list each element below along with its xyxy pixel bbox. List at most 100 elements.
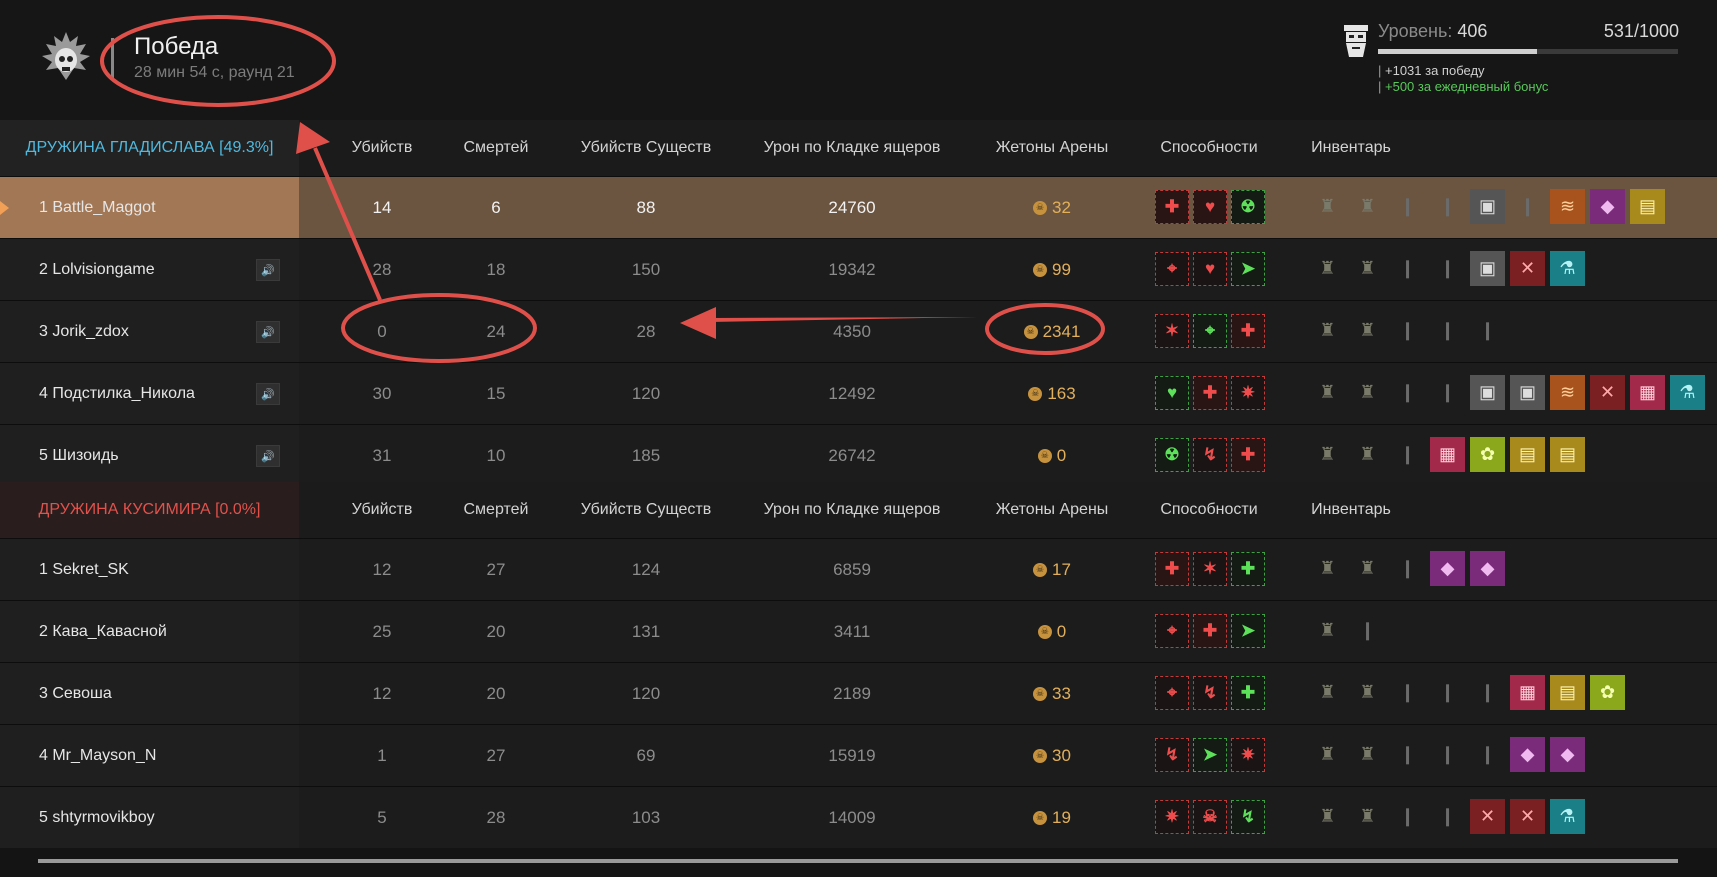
player-row[interactable]: 3 Севоша 12 20 120 2189 ☠ 33 ⌖ ↯ ✚ ♜ ♜ ❙ ❙ ❙ ▦ ▤ ✿ [0, 662, 1717, 724]
inventory-item-icon[interactable]: ♜ [1319, 444, 1336, 464]
mute-speaker-icon[interactable]: 🔊 [256, 321, 280, 343]
ability-icon[interactable]: ↯ [1231, 800, 1265, 834]
inventory-item-icon[interactable]: ❙ [1479, 744, 1496, 764]
inventory-item-icon[interactable]: ❙ [1399, 320, 1416, 340]
inventory-item-icon[interactable]: ❙ [1479, 320, 1496, 340]
column-header[interactable]: Смертей [463, 139, 529, 156]
inventory-item-icon[interactable]: ▤ [1510, 437, 1545, 472]
inventory-item-icon[interactable]: ♜ [1359, 744, 1376, 764]
ability-icon[interactable]: ⌖ [1155, 614, 1189, 648]
ability-icon[interactable]: ✚ [1193, 614, 1227, 648]
ability-icon[interactable]: ♥ [1193, 252, 1227, 286]
inventory-item-icon[interactable]: ♜ [1319, 620, 1336, 640]
inventory-item-icon[interactable]: ❙ [1439, 744, 1456, 764]
column-header[interactable]: Инвентарь [1311, 139, 1391, 156]
ability-icon[interactable]: ✷ [1155, 800, 1189, 834]
inventory-item-icon[interactable]: ♜ [1319, 558, 1336, 578]
inventory-item-icon[interactable]: ▦ [1630, 375, 1665, 410]
player-row[interactable]: 1 Battle_Maggot 14 6 88 24760 ☠ 32 ✚ ♥ ☢ ♜ ♜ ❙ ❙ ▣ ❙ ≋ ◆ ▤ [0, 176, 1717, 238]
inventory-item-icon[interactable]: ♜ [1319, 682, 1336, 702]
inventory-item-icon[interactable]: ≋ [1550, 189, 1585, 224]
player-row[interactable]: 1 Sekret_SK 12 27 124 6859 ☠ 17 ✚ ✶ ✚ ♜ ♜ ❙ ◆ ◆ [0, 538, 1717, 600]
player-row[interactable]: 2 Lolvisiongame 🔊 28 18 150 19342 ☠ 99 ⌖ ♥ ➤ ♜ ♜ ❙ ❙ ▣ ✕… [0, 238, 1717, 300]
inventory-item-icon[interactable]: ▣ [1470, 251, 1505, 286]
column-header[interactable]: Убийств Существ [580, 139, 712, 156]
column-header[interactable]: Жетоны Арены [995, 139, 1109, 156]
inventory-item-icon[interactable]: ✕ [1510, 799, 1545, 834]
column-header[interactable]: Смертей [463, 501, 529, 518]
ability-icon[interactable]: ↯ [1193, 438, 1227, 472]
mute-speaker-icon[interactable]: 🔊 [256, 445, 280, 467]
ability-icon[interactable]: ⌖ [1193, 314, 1227, 348]
inventory-item-icon[interactable]: ❙ [1399, 444, 1416, 464]
inventory-item-icon[interactable]: ⚗ [1550, 799, 1585, 834]
inventory-item-icon[interactable]: ❙ [1399, 558, 1416, 578]
inventory-item-icon[interactable]: ≋ [1550, 375, 1585, 410]
inventory-item-icon[interactable]: ✕ [1510, 251, 1545, 286]
inventory-item-icon[interactable]: ❙ [1399, 744, 1416, 764]
inventory-item-icon[interactable]: ♜ [1359, 196, 1376, 216]
inventory-item-icon[interactable]: ♜ [1359, 258, 1376, 278]
inventory-item-icon[interactable]: ❙ [1399, 682, 1416, 702]
column-header[interactable]: Урон по Кладке ящеров [763, 139, 941, 156]
inventory-item-icon[interactable]: ♜ [1359, 682, 1376, 702]
inventory-item-icon[interactable]: ❙ [1439, 258, 1456, 278]
inventory-item-icon[interactable]: ▣ [1470, 375, 1505, 410]
inventory-item-icon[interactable]: ♜ [1319, 806, 1336, 826]
ability-icon[interactable]: ↯ [1193, 676, 1227, 710]
ability-icon[interactable]: ☢ [1231, 190, 1265, 224]
ability-icon[interactable]: ✷ [1231, 738, 1265, 772]
inventory-item-icon[interactable]: ▤ [1630, 189, 1665, 224]
inventory-item-icon[interactable]: ♜ [1359, 320, 1376, 340]
column-header[interactable]: Урон по Кладке ящеров [763, 501, 941, 518]
inventory-item-icon[interactable]: ♜ [1359, 444, 1376, 464]
ability-icon[interactable]: ✚ [1231, 314, 1265, 348]
inventory-item-icon[interactable]: ♜ [1359, 806, 1376, 826]
inventory-item-icon[interactable]: ✿ [1590, 675, 1625, 710]
inventory-item-icon[interactable]: ❙ [1439, 196, 1456, 216]
ability-icon[interactable]: ⌖ [1155, 252, 1189, 286]
footer-scrollbar[interactable] [38, 859, 1678, 863]
inventory-item-icon[interactable]: ❙ [1439, 682, 1456, 702]
inventory-item-icon[interactable]: ❙ [1439, 806, 1456, 826]
inventory-item-icon[interactable]: ♜ [1359, 558, 1376, 578]
inventory-item-icon[interactable]: ❙ [1519, 196, 1536, 216]
inventory-item-icon[interactable]: ▤ [1550, 675, 1585, 710]
ability-icon[interactable]: ✶ [1193, 552, 1227, 586]
inventory-item-icon[interactable]: ✕ [1470, 799, 1505, 834]
ability-icon[interactable]: ➤ [1231, 252, 1265, 286]
column-header[interactable]: Убийств [351, 501, 413, 518]
player-row[interactable]: 4 Подстилка_Никола 🔊 30 15 120 12492 ☠ 163 ♥ ✚ ✷ ♜ ♜… [0, 362, 1717, 424]
inventory-item-icon[interactable]: ◆ [1590, 189, 1625, 224]
inventory-item-icon[interactable]: ❙ [1359, 620, 1376, 640]
inventory-item-icon[interactable]: ♜ [1319, 744, 1336, 764]
ability-icon[interactable]: ↯ [1155, 738, 1189, 772]
inventory-item-icon[interactable]: ❙ [1439, 382, 1456, 402]
ability-icon[interactable]: ✷ [1231, 376, 1265, 410]
ability-icon[interactable]: ➤ [1231, 614, 1265, 648]
inventory-item-icon[interactable]: ⚗ [1670, 375, 1705, 410]
inventory-item-icon[interactable]: ◆ [1510, 737, 1545, 772]
inventory-item-icon[interactable]: ❙ [1399, 382, 1416, 402]
ability-icon[interactable]: ✚ [1155, 190, 1189, 224]
column-header[interactable]: Жетоны Арены [995, 501, 1109, 518]
inventory-item-icon[interactable]: ♜ [1319, 258, 1336, 278]
inventory-item-icon[interactable]: ▣ [1470, 189, 1505, 224]
inventory-item-icon[interactable]: ❙ [1399, 806, 1416, 826]
inventory-item-icon[interactable]: ♜ [1319, 320, 1336, 340]
inventory-item-icon[interactable]: ▣ [1510, 375, 1545, 410]
inventory-item-icon[interactable]: ⚗ [1550, 251, 1585, 286]
ability-icon[interactable]: ➤ [1193, 738, 1227, 772]
ability-icon[interactable]: ☠ [1193, 800, 1227, 834]
ability-icon[interactable]: ✚ [1231, 438, 1265, 472]
ability-icon[interactable]: ⌖ [1155, 676, 1189, 710]
inventory-item-icon[interactable]: ✿ [1470, 437, 1505, 472]
mute-speaker-icon[interactable]: 🔊 [256, 383, 280, 405]
player-row[interactable]: 4 Mr_Mayson_N 1 27 69 15919 ☠ 30 ↯ ➤ ✷ ♜ ♜ ❙ ❙ ❙ ◆ ◆ [0, 724, 1717, 786]
mute-speaker-icon[interactable]: 🔊 [256, 259, 280, 281]
inventory-item-icon[interactable]: ♜ [1319, 196, 1336, 216]
ability-icon[interactable]: ✚ [1231, 552, 1265, 586]
ability-icon[interactable]: ♥ [1155, 376, 1189, 410]
inventory-item-icon[interactable]: ▦ [1430, 437, 1465, 472]
inventory-item-icon[interactable]: ◆ [1550, 737, 1585, 772]
